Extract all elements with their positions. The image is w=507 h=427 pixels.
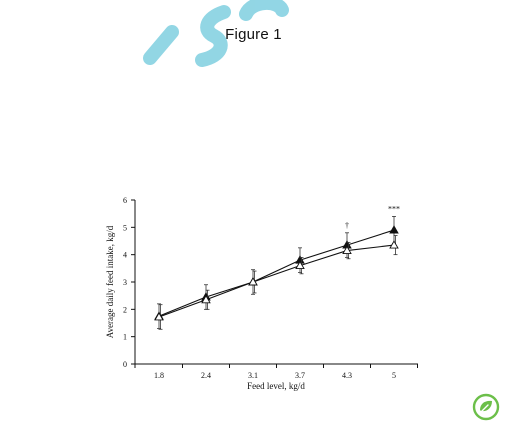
x-tick-label: 2.4 xyxy=(201,371,211,380)
x-tick-label: 3.7 xyxy=(295,371,305,380)
series-1 xyxy=(154,215,399,329)
series-line xyxy=(158,229,395,317)
x-axis-ticks: 1.8 2.4 3.1 3.7 4.3 5 xyxy=(134,364,418,380)
data-point-open-triangle xyxy=(154,312,164,321)
y-tick-label: 5 xyxy=(123,223,127,232)
data-point-open-triangle xyxy=(295,260,305,270)
data-point-filled-triangle xyxy=(389,225,399,234)
data-point-open-triangle xyxy=(248,277,258,286)
significance-annotation: *** xyxy=(388,204,400,213)
series-layer xyxy=(154,215,399,330)
data-point-open-triangle xyxy=(389,240,399,249)
y-tick-label: 3 xyxy=(123,278,127,287)
series-line xyxy=(158,244,395,318)
significance-annotation: † xyxy=(345,221,349,230)
leaf-badge-icon xyxy=(472,393,500,421)
y-tick-label: 2 xyxy=(123,305,127,314)
x-tick-label: 5 xyxy=(392,371,396,380)
y-tick-label: 0 xyxy=(123,360,127,369)
y-tick-label: 1 xyxy=(123,333,127,342)
data-point-open-triangle xyxy=(201,294,211,304)
logo-stem xyxy=(479,404,489,414)
x-tick-label: 4.3 xyxy=(342,371,352,380)
y-axis-ticks: 0 1 2 3 4 5 6 xyxy=(123,196,135,369)
x-axis-label: Feed level, kg/d xyxy=(247,381,305,391)
y-tick-label: 4 xyxy=(123,251,127,260)
y-tick-label: 6 xyxy=(123,196,127,205)
logo-leaf xyxy=(480,400,492,412)
figure-title: Figure 1 xyxy=(225,26,282,43)
logo-ring xyxy=(472,393,500,421)
data-point-open-triangle xyxy=(342,245,352,255)
y-axis-label: Average daily feed intake, kg/d xyxy=(105,225,115,338)
x-tick-label: 1.8 xyxy=(154,371,164,380)
x-tick-label: 3.1 xyxy=(248,371,258,380)
series-2 xyxy=(154,235,399,330)
annotation-layer: † *** xyxy=(345,204,400,229)
